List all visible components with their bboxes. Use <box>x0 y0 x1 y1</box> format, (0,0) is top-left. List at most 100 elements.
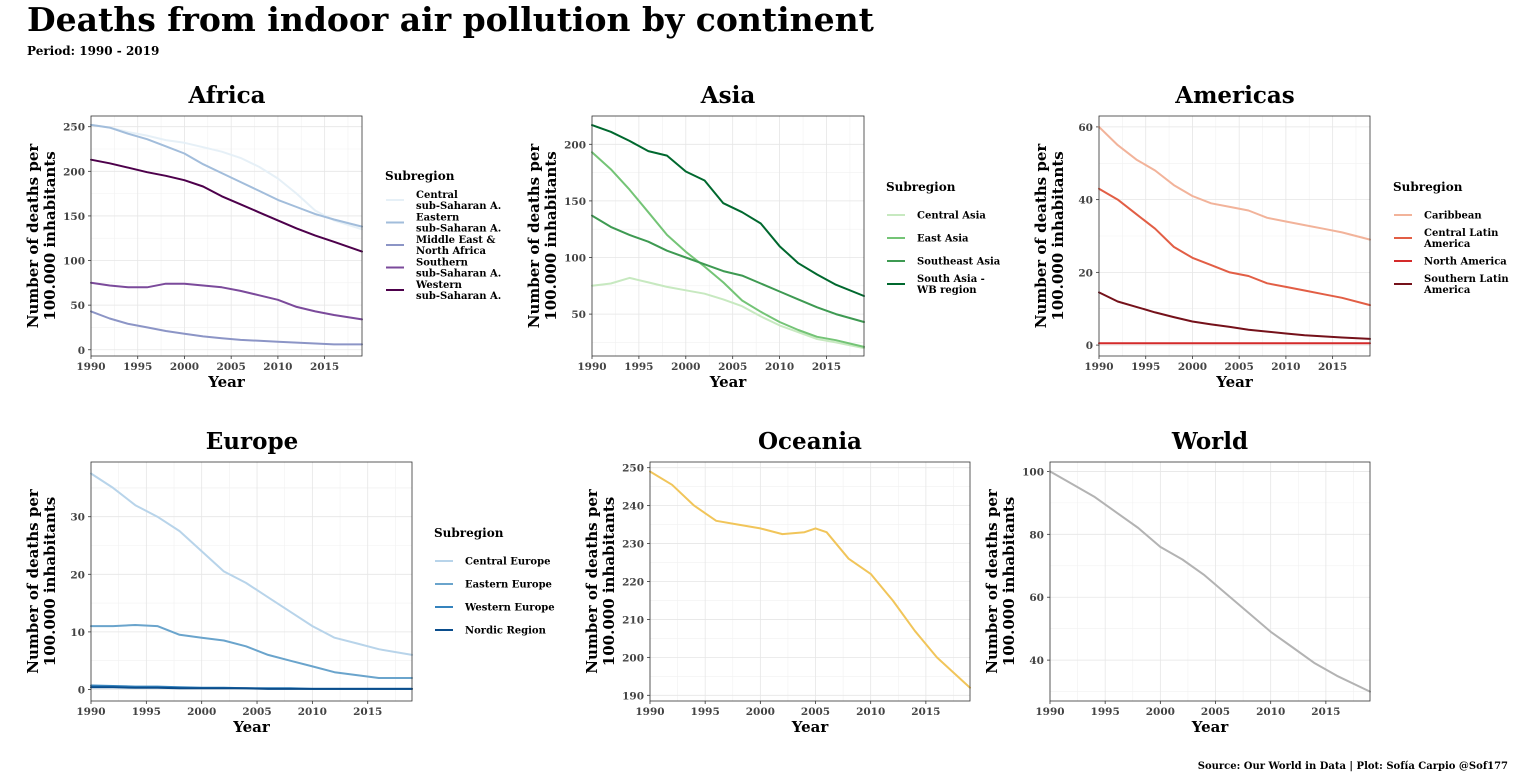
y-axis-title: Number of deaths per 100.000 inhabitants <box>24 143 59 329</box>
panel-title: Europe <box>206 428 298 455</box>
panel-title: World <box>1171 428 1248 455</box>
y-tick-label: 150 <box>564 196 586 208</box>
series-line-east-asia <box>591 151 865 348</box>
x-tick-label: 2010 <box>856 706 885 718</box>
x-tick-label: 1990 <box>577 361 606 373</box>
y-axis-title-line: 100.000 inhabitants <box>1000 497 1018 666</box>
y-tick-label: 0 <box>78 684 85 696</box>
legend-label-southern-latin-america: Southern Latin America <box>1423 274 1509 296</box>
legend-label-line: North America <box>1424 257 1507 268</box>
y-axis-title-line: Number of deaths per <box>24 488 42 674</box>
x-tick-label: 2000 <box>187 706 216 718</box>
x-tick-label: 2000 <box>1146 706 1175 718</box>
y-axis-title-line: Number of deaths per <box>24 143 42 329</box>
panel-title: Africa <box>187 82 265 109</box>
legend-label-line: Southeast Asia <box>917 257 1001 268</box>
x-tick-label: 2000 <box>671 361 700 373</box>
x-axis-title: Year <box>1215 373 1254 391</box>
legend-label-line: sub-Saharan A. <box>416 224 501 235</box>
legend-label-line: Central Asia <box>917 211 986 222</box>
source-caption: Source: Our World in Data | Plot: Sofía … <box>1197 761 1508 772</box>
series-line-middle-east-north-africa <box>90 310 363 346</box>
y-tick-label: 200 <box>622 652 644 664</box>
legend-title: Subregion <box>1393 180 1463 194</box>
y-tick-label: 50 <box>571 309 586 321</box>
legend-label-line: North Africa <box>416 246 486 257</box>
legend-title: Subregion <box>385 169 455 183</box>
legend-label-line: America <box>1423 285 1471 296</box>
legend-label-central-asia: Central Asia <box>917 211 986 222</box>
plot-background <box>91 116 362 356</box>
x-axis-title: Year <box>1191 718 1230 736</box>
y-axis-title: Number of deaths per 100.000 inhabitants <box>1032 143 1067 329</box>
x-tick-label: 2015 <box>353 706 382 718</box>
y-tick-label: 100 <box>1022 466 1044 478</box>
series-line-central-europe <box>90 472 413 656</box>
plot-border <box>591 115 865 357</box>
legend-label-line: Central Latin <box>1424 228 1499 239</box>
legend-label-caribbean: Caribbean <box>1424 211 1482 222</box>
chart-panel-oceania: 1990 1995 2000 2005 2010 2015 190 200 210 220 230 2… <box>583 428 971 736</box>
x-tick-label: 2010 <box>298 706 327 718</box>
legend-label-southeast-asia: Southeast Asia <box>917 257 1001 268</box>
legend-label-southern-sub-saharan-a: Southern sub-Saharan A. <box>416 258 501 280</box>
legend-label-eastern-europe: Eastern Europe <box>465 580 552 591</box>
y-tick-label: 100 <box>564 253 586 265</box>
series-line-world <box>1049 470 1371 693</box>
legend-label-line: America <box>1423 239 1471 250</box>
legend-label-eastern-sub-saharan-a: Eastern sub-Saharan A. <box>416 213 501 235</box>
y-axis-title: Number of deaths per 100.000 inhabitants <box>525 143 560 329</box>
legend-label-central-latin-america: Central Latin America <box>1423 228 1499 250</box>
y-tick-label: 100 <box>63 256 85 268</box>
plot-border <box>1049 461 1371 702</box>
y-tick-label: 250 <box>63 122 85 134</box>
legend-label-line: WB region <box>916 285 977 296</box>
x-tick-label: 2015 <box>310 361 339 373</box>
legend-label-line: South Asia - <box>917 274 985 285</box>
y-axis-title: Number of deaths per 100.000 inhabitants <box>24 488 59 674</box>
y-tick-label: 40 <box>1078 195 1093 207</box>
x-tick-label: 2015 <box>1311 706 1340 718</box>
y-tick-label: 0 <box>78 345 85 357</box>
series-line-caribbean <box>1098 125 1371 241</box>
legend-label-line: Nordic Region <box>465 626 547 637</box>
plot-border <box>1098 115 1371 357</box>
x-tick-label: 1990 <box>1084 361 1113 373</box>
x-tick-label: 2005 <box>1225 361 1254 373</box>
y-axis-title-line: Number of deaths per <box>983 488 1001 674</box>
page-title: Deaths from indoor air pollution by cont… <box>27 0 874 39</box>
y-axis-title-line: Number of deaths per <box>1032 143 1050 329</box>
y-tick-label: 60 <box>1029 592 1044 604</box>
y-tick-label: 20 <box>70 569 85 581</box>
x-axis-title: Year <box>207 373 246 391</box>
x-axis-title: Year <box>709 373 748 391</box>
legend-label-line: Southern Latin <box>1424 274 1509 285</box>
x-tick-label: 2005 <box>242 706 271 718</box>
legend-label-line: Western <box>415 280 463 291</box>
panel-title: Asia <box>700 82 756 109</box>
y-tick-label: 20 <box>1078 267 1093 279</box>
y-tick-label: 240 <box>622 501 644 513</box>
plot-background <box>1050 462 1370 701</box>
y-axis-title-line: 100.000 inhabitants <box>1049 151 1067 320</box>
y-tick-label: 210 <box>622 614 644 626</box>
series-line-oceania <box>649 470 971 689</box>
legend-label-middle-east-north-africa: Middle East & North Africa <box>416 235 495 257</box>
x-tick-label: 2000 <box>1178 361 1207 373</box>
plot-border <box>90 115 363 357</box>
legend-label-nordic-region: Nordic Region <box>465 626 547 637</box>
legend-label-line: Central <box>416 190 458 201</box>
legend-label-line: East Asia <box>917 234 969 245</box>
legend-label-south-asia-wb-region: South Asia -WB region <box>916 274 985 296</box>
y-axis-title: Number of deaths per 100.000 inhabitants <box>583 488 618 674</box>
legend-label-line: sub-Saharan A. <box>416 269 501 280</box>
legend-label-western-sub-saharan-a: Western sub-Saharan A. <box>415 280 501 302</box>
legend-label-line: Caribbean <box>1424 211 1482 222</box>
y-tick-label: 220 <box>622 577 644 589</box>
x-tick-label: 2000 <box>170 361 199 373</box>
legend-label-line: Central Europe <box>465 557 550 568</box>
x-tick-label: 2010 <box>1271 361 1300 373</box>
plot-border <box>90 461 413 702</box>
